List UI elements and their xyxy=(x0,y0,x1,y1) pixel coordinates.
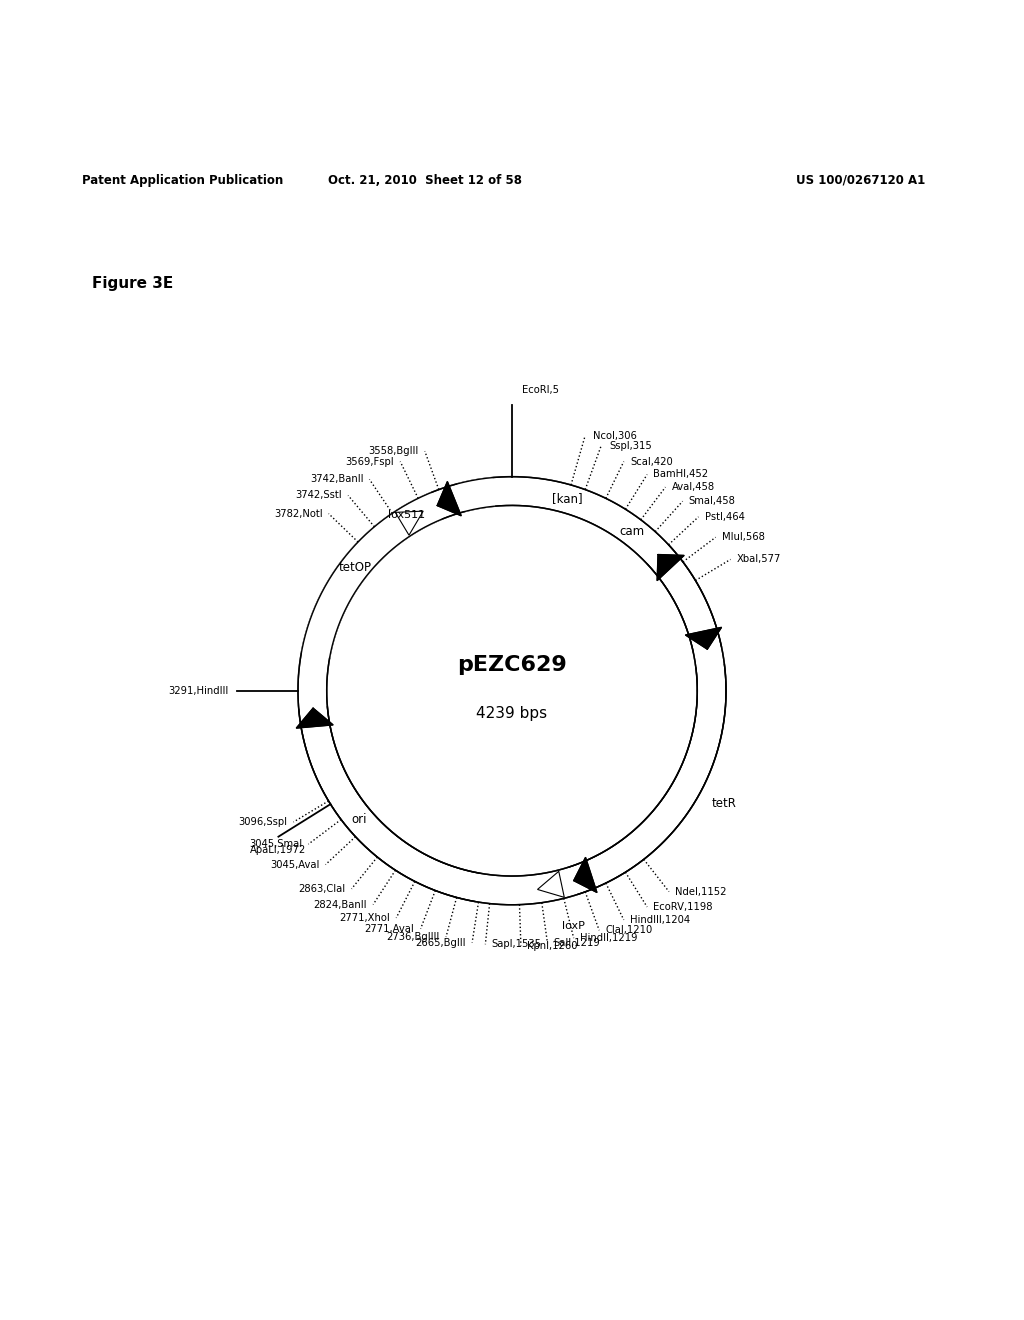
Text: MluI,568: MluI,568 xyxy=(722,532,765,543)
Polygon shape xyxy=(657,554,684,581)
Text: AvaI,458: AvaI,458 xyxy=(672,482,715,492)
Text: lox511: lox511 xyxy=(388,510,425,520)
Text: tetR: tetR xyxy=(712,797,737,810)
Text: 3569,FspI: 3569,FspI xyxy=(345,457,394,466)
Text: XbaI,577: XbaI,577 xyxy=(736,554,781,565)
Text: cam: cam xyxy=(620,525,645,537)
Text: 2736,BglIII: 2736,BglIII xyxy=(387,932,440,942)
Text: US 100/0267120 A1: US 100/0267120 A1 xyxy=(796,174,925,186)
Polygon shape xyxy=(298,477,726,904)
Polygon shape xyxy=(538,871,564,898)
Text: SalI,1219: SalI,1219 xyxy=(554,939,600,948)
Polygon shape xyxy=(298,477,726,904)
Text: 4239 bps: 4239 bps xyxy=(476,706,548,721)
Text: 3742,SstI: 3742,SstI xyxy=(295,491,342,500)
Text: 2863,ClaI: 2863,ClaI xyxy=(298,884,345,894)
Polygon shape xyxy=(494,477,721,652)
Text: Oct. 21, 2010  Sheet 12 of 58: Oct. 21, 2010 Sheet 12 of 58 xyxy=(328,174,522,186)
Text: ApaLI,1972: ApaLI,1972 xyxy=(250,845,306,855)
Polygon shape xyxy=(685,627,722,649)
Text: KpnI,1260: KpnI,1260 xyxy=(527,941,578,950)
Text: 3045,SmaI: 3045,SmaI xyxy=(249,840,302,849)
Text: 2665,BglII: 2665,BglII xyxy=(416,937,466,948)
Text: tetOP: tetOP xyxy=(338,561,371,574)
Text: [kan]: [kan] xyxy=(552,492,583,506)
Polygon shape xyxy=(299,708,480,902)
Text: BamHI,452: BamHI,452 xyxy=(653,470,709,479)
Text: SapI,1535: SapI,1535 xyxy=(492,940,542,949)
Polygon shape xyxy=(296,708,333,729)
Polygon shape xyxy=(395,511,423,535)
Text: PstI,464: PstI,464 xyxy=(705,512,744,521)
Polygon shape xyxy=(437,482,461,516)
Text: 2771,XhoI: 2771,XhoI xyxy=(339,913,390,923)
Polygon shape xyxy=(573,858,597,892)
Text: 3742,BanII: 3742,BanII xyxy=(310,474,364,484)
Text: SspI,315: SspI,315 xyxy=(609,441,652,451)
Text: HindII,1219: HindII,1219 xyxy=(580,933,637,942)
Text: ScaI,420: ScaI,420 xyxy=(630,457,673,466)
Text: HindIII,1204: HindIII,1204 xyxy=(630,915,690,925)
Text: SmaI,458: SmaI,458 xyxy=(689,496,735,507)
Text: Figure 3E: Figure 3E xyxy=(92,276,173,290)
Text: 3782,NotI: 3782,NotI xyxy=(273,508,323,519)
Text: ClaI,1210: ClaI,1210 xyxy=(605,925,652,936)
Text: Patent Application Publication: Patent Application Publication xyxy=(82,174,284,186)
Text: 2824,BanII: 2824,BanII xyxy=(313,899,367,909)
Text: NcoI,306: NcoI,306 xyxy=(593,430,637,441)
Text: 3558,BglII: 3558,BglII xyxy=(369,446,419,457)
Text: EcoRV,1198: EcoRV,1198 xyxy=(653,902,713,912)
Text: pEZC629: pEZC629 xyxy=(457,655,567,675)
Polygon shape xyxy=(298,484,726,904)
Text: 2771,AvaI: 2771,AvaI xyxy=(365,924,415,933)
Text: ori: ori xyxy=(351,813,367,825)
Text: loxP: loxP xyxy=(562,921,585,931)
Text: 3291,HindIII: 3291,HindIII xyxy=(168,685,228,696)
Text: 3045,AvaI: 3045,AvaI xyxy=(270,859,319,870)
Text: 3096,SspI: 3096,SspI xyxy=(239,817,288,828)
Text: NdeI,1152: NdeI,1152 xyxy=(675,887,727,896)
Text: EcoRI,5: EcoRI,5 xyxy=(522,385,559,395)
Polygon shape xyxy=(569,665,726,894)
